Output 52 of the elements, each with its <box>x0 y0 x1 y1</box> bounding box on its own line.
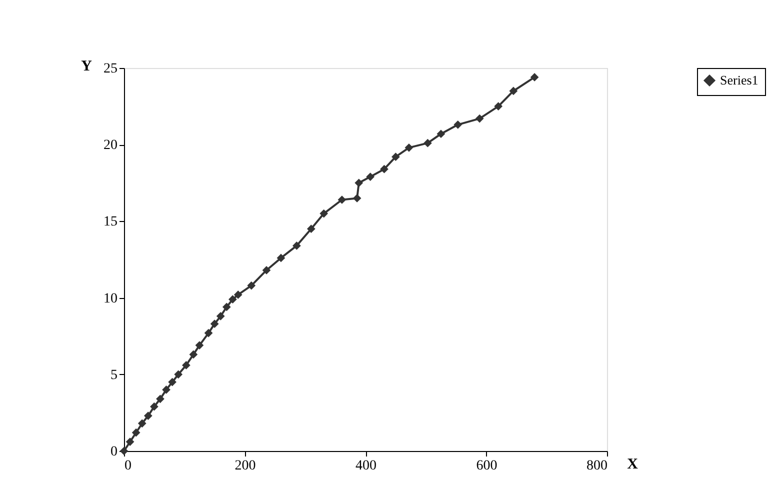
point <box>352 194 362 202</box>
y-tick-label: 0 <box>110 444 118 460</box>
point <box>247 281 256 290</box>
point <box>320 209 328 218</box>
point <box>306 224 316 234</box>
point <box>132 428 140 437</box>
point <box>216 312 225 320</box>
y-tick-label: 10 <box>104 291 118 306</box>
point <box>530 73 539 82</box>
point <box>174 370 183 379</box>
point <box>380 164 388 174</box>
point <box>182 361 190 370</box>
point <box>475 114 484 123</box>
x-tick-label: 0 <box>124 458 132 474</box>
y-tick-label: 5 <box>110 368 118 383</box>
point <box>338 196 346 204</box>
point <box>404 143 414 152</box>
point <box>436 130 446 138</box>
point <box>204 328 213 338</box>
point <box>454 120 462 129</box>
point <box>494 102 503 110</box>
point <box>150 402 158 411</box>
point <box>276 254 286 262</box>
point <box>144 412 152 420</box>
point <box>195 341 204 350</box>
x-tick-label: 600 <box>476 458 498 474</box>
y-tick-label: 15 <box>104 214 118 230</box>
point <box>228 295 237 304</box>
x-tick-label: 800 <box>586 458 608 474</box>
point <box>366 172 375 181</box>
x-tick-label: 200 <box>234 458 256 474</box>
y-axis-title: Y <box>81 58 92 74</box>
point <box>156 394 164 404</box>
point <box>424 138 432 148</box>
y-tick-label: 20 <box>104 138 118 154</box>
x-tick-label: 400 <box>356 458 376 474</box>
legend-label: Series1 <box>720 72 758 88</box>
point <box>222 302 231 312</box>
point <box>262 266 271 274</box>
point <box>234 290 242 299</box>
point <box>292 242 301 250</box>
point <box>392 152 400 162</box>
point <box>138 419 146 428</box>
point <box>126 438 134 446</box>
point <box>189 350 198 359</box>
point <box>168 378 176 386</box>
point <box>354 178 364 188</box>
point <box>162 386 170 394</box>
x-axis-title: X <box>627 456 638 472</box>
point <box>210 320 219 328</box>
y-tick-label: 25 <box>104 62 118 76</box>
point <box>509 86 518 96</box>
